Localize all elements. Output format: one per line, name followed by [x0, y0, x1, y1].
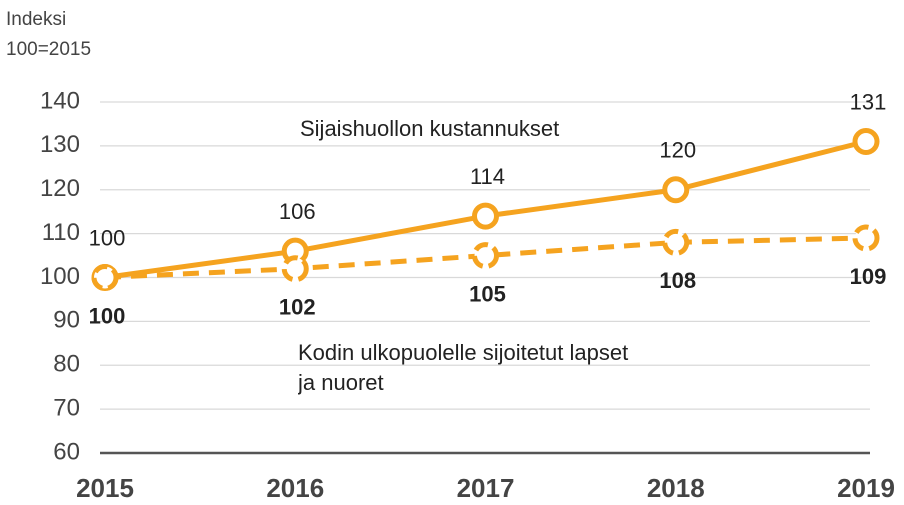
value-label: 102: [279, 295, 316, 320]
series-annotation: Sijaishuollon kustannukset: [300, 116, 559, 141]
y-axis-label: 100=2015: [6, 39, 91, 60]
value-label: 131: [850, 89, 887, 114]
value-label: 120: [659, 138, 696, 163]
marker: [472, 242, 499, 270]
x-tick-label: 2017: [457, 473, 515, 503]
y-tick-label: 130: [40, 131, 80, 158]
x-tick-label: 2018: [647, 473, 705, 503]
series-annotation-box: Kodin ulkopuolelle sijoitetut lapset ja …: [298, 340, 629, 395]
y-tick-label: 60: [53, 438, 80, 465]
value-label: 106: [279, 199, 316, 224]
x-tick-label: 2015: [76, 473, 134, 503]
y-tick-label: 70: [53, 394, 80, 421]
y-tick-label: 80: [53, 351, 80, 378]
value-label: 108: [659, 268, 696, 293]
value-label: 114: [470, 164, 505, 189]
x-tick-label: 2019: [837, 473, 895, 503]
series-line: [104, 235, 867, 280]
marker: [852, 127, 880, 155]
value-label: 100: [89, 225, 126, 250]
y-axis-label: Indeksi: [6, 9, 66, 30]
marker: [662, 176, 690, 204]
marker: [281, 255, 309, 283]
value-label: 105: [469, 281, 506, 306]
y-tick-label: 140: [40, 87, 80, 114]
x-tick-label: 2016: [266, 473, 324, 503]
series-annotation: Kodin ulkopuolelle sijoitetut lapset ja …: [298, 340, 629, 395]
value-label: 109: [850, 264, 887, 289]
y-tick-label: 90: [53, 307, 80, 334]
y-tick-label: 100: [40, 263, 80, 290]
marker: [662, 228, 690, 256]
marker: [472, 202, 499, 230]
marker: [852, 224, 880, 252]
y-tick-label: 120: [40, 175, 80, 202]
marker: [91, 264, 119, 291]
y-tick-label: 110: [42, 219, 80, 246]
value-label: 100: [89, 303, 126, 328]
